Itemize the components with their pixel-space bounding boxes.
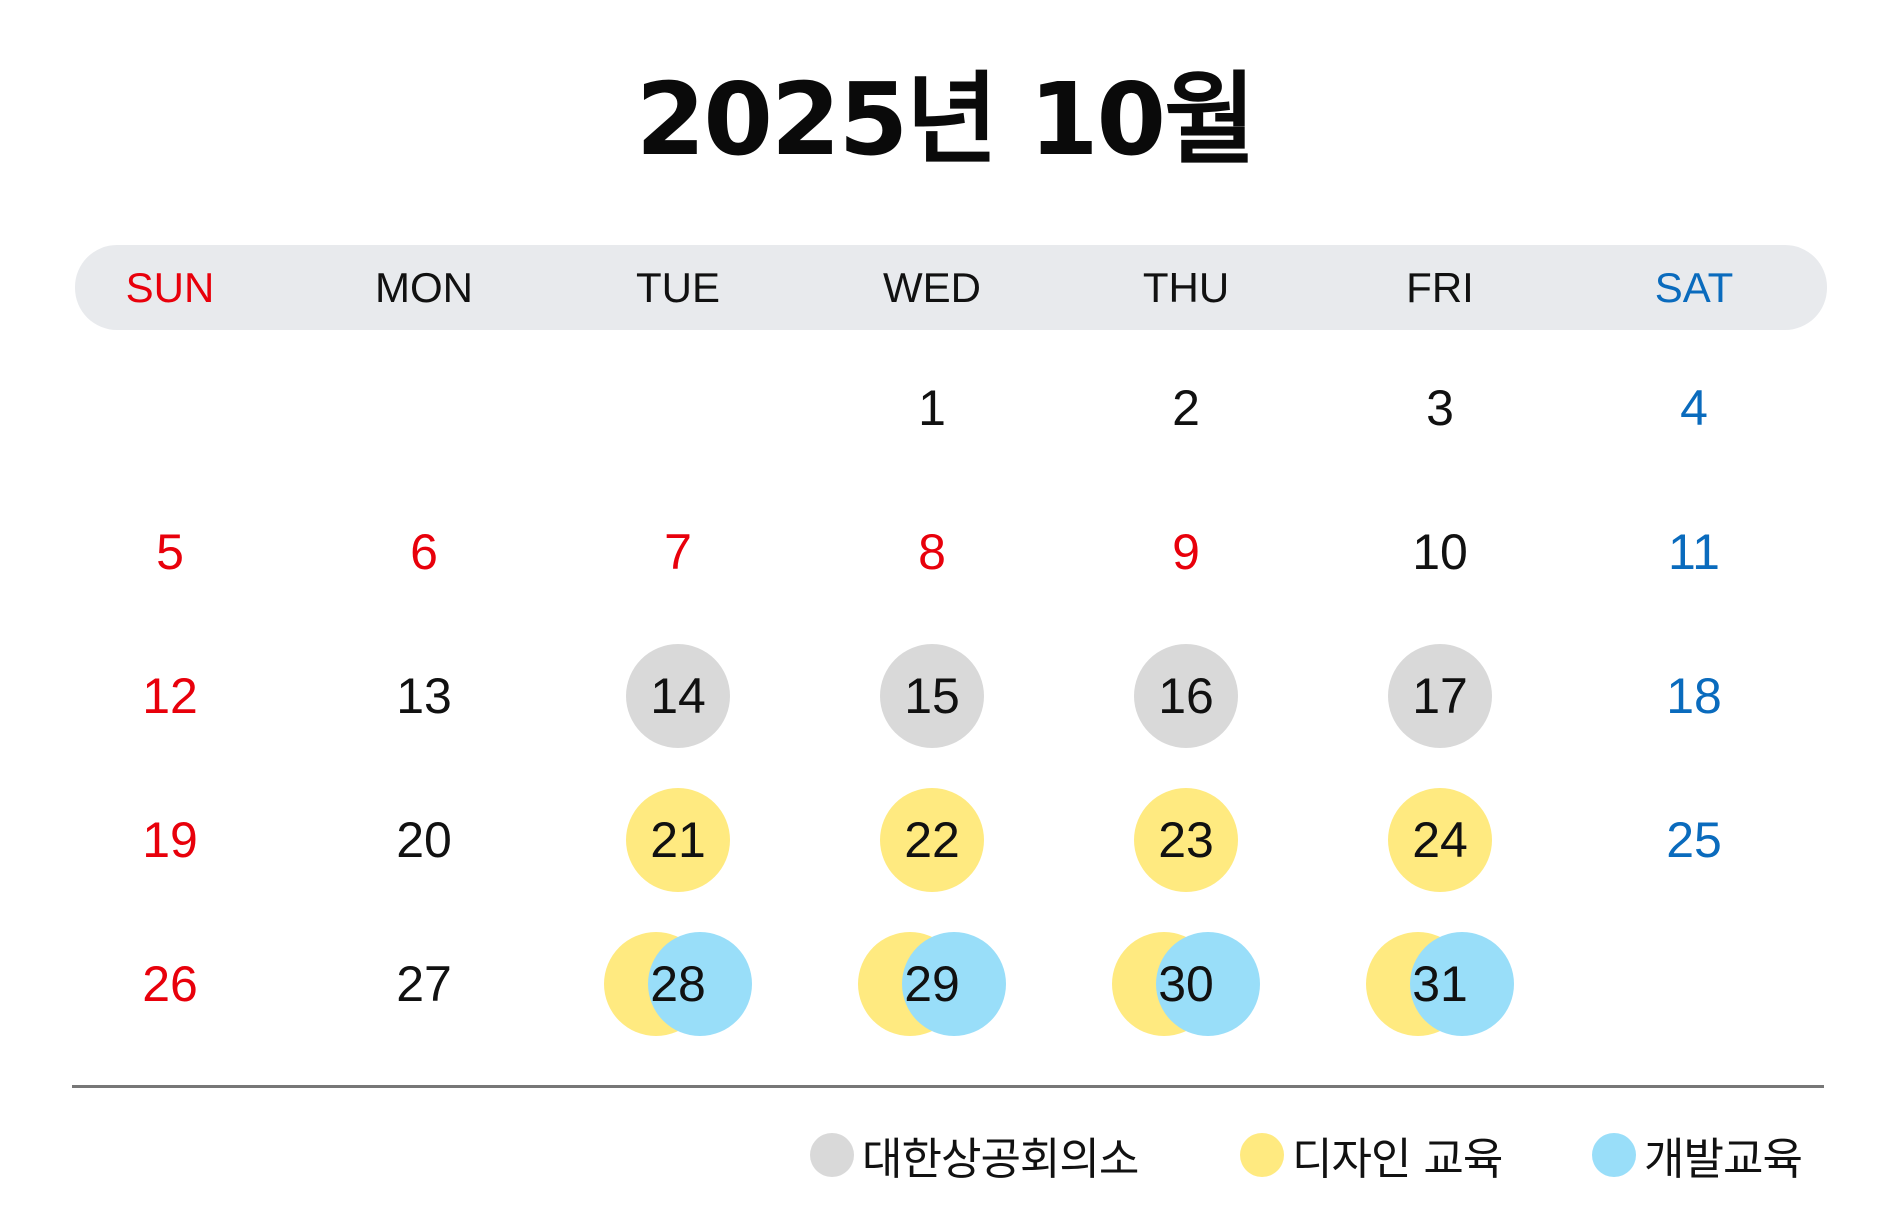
day-cell-27[interactable]: 27 [396, 956, 452, 1012]
day-cell-25[interactable]: 25 [1666, 812, 1722, 868]
day-cell-22[interactable]: 22 [904, 812, 960, 868]
blue-event-marker [1410, 932, 1514, 1036]
weekday-label-sat: SAT [1654, 264, 1734, 311]
yellow-event-marker [1134, 788, 1238, 892]
day-cell-24[interactable]: 24 [1412, 812, 1468, 868]
day-cell-9[interactable]: 9 [1172, 524, 1200, 580]
day-cell-1[interactable]: 1 [918, 380, 946, 436]
legend-label: 대한상공회의소 [862, 1134, 1139, 1185]
legend-item-chamber: 대한상공회의소 [810, 1125, 1139, 1185]
day-cell-28[interactable]: 28 [650, 956, 706, 1012]
weekday-label-wed: WED [883, 264, 981, 311]
day-cell-17[interactable]: 17 [1412, 668, 1468, 724]
day-cell-23[interactable]: 23 [1158, 812, 1214, 868]
day-cell-18[interactable]: 18 [1666, 668, 1722, 724]
day-cell-3[interactable]: 3 [1426, 380, 1454, 436]
legend-label: 디자인 교육 [1292, 1134, 1503, 1185]
day-cell-4[interactable]: 4 [1680, 380, 1708, 436]
day-cell-2[interactable]: 2 [1172, 380, 1200, 436]
day-cell-11[interactable]: 11 [1668, 524, 1720, 580]
legend-divider [72, 1085, 1824, 1088]
blue-event-marker [1156, 932, 1260, 1036]
gray-event-marker [1388, 644, 1492, 748]
day-cell-15[interactable]: 15 [904, 668, 960, 724]
weekday-header-bar [75, 245, 1827, 330]
yellow-event-marker [880, 788, 984, 892]
day-cell-16[interactable]: 16 [1158, 668, 1214, 724]
day-cell-26[interactable]: 26 [142, 956, 198, 1012]
legend-item-design: 디자인 교육 [1240, 1125, 1503, 1185]
blue-event-marker [648, 932, 752, 1036]
day-cell-21[interactable]: 21 [650, 812, 706, 868]
day-cell-20[interactable]: 20 [396, 812, 452, 868]
gray-event-marker [880, 644, 984, 748]
day-cell-7[interactable]: 7 [664, 524, 692, 580]
day-cell-29[interactable]: 29 [904, 956, 960, 1012]
legend-dot-gray [810, 1133, 854, 1177]
weekday-label-fri: FRI [1406, 264, 1474, 311]
legend-dot-blue [1592, 1133, 1636, 1177]
weekday-label-sun: SUN [125, 264, 215, 311]
day-cell-5[interactable]: 5 [156, 524, 184, 580]
legend-dot-yellow [1240, 1133, 1284, 1177]
day-cell-30[interactable]: 30 [1158, 956, 1214, 1012]
calendar-title: 2025년 10월 [635, 61, 1256, 178]
day-cell-12[interactable]: 12 [142, 668, 198, 724]
weekday-label-mon: MON [375, 264, 473, 311]
day-cell-13[interactable]: 13 [396, 668, 452, 724]
day-cell-8[interactable]: 8 [918, 524, 946, 580]
yellow-event-marker [626, 788, 730, 892]
day-cell-31[interactable]: 31 [1412, 956, 1468, 1012]
weekday-label-tue: TUE [636, 264, 720, 311]
yellow-event-marker [1388, 788, 1492, 892]
gray-event-marker [626, 644, 730, 748]
day-cell-6[interactable]: 6 [410, 524, 438, 580]
day-cell-14[interactable]: 14 [650, 668, 706, 724]
day-cell-19[interactable]: 19 [142, 812, 198, 868]
legend-item-dev: 개발교육 [1592, 1125, 1803, 1185]
weekday-label-thu: THU [1142, 264, 1230, 311]
day-cell-10[interactable]: 10 [1412, 524, 1468, 580]
legend-label: 개발교육 [1644, 1134, 1803, 1185]
blue-event-marker [902, 932, 1006, 1036]
gray-event-marker [1134, 644, 1238, 748]
